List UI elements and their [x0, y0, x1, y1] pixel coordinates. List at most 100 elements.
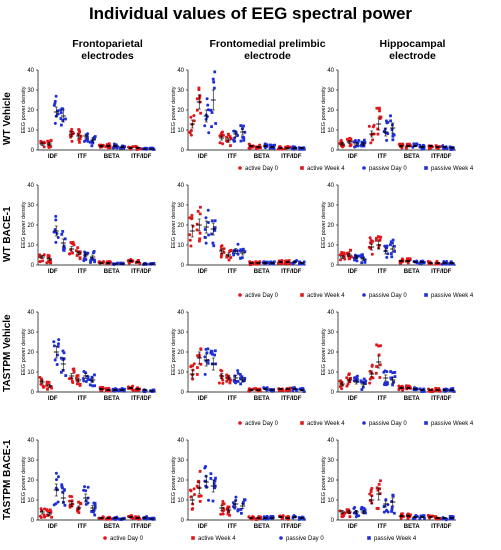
legend-marker	[362, 421, 366, 425]
data-point	[258, 260, 262, 264]
data-point	[138, 262, 142, 265]
data-point	[222, 247, 226, 251]
data-point	[68, 252, 72, 256]
data-point	[56, 344, 60, 348]
data-point	[50, 515, 53, 519]
y-tick-label: 30	[327, 88, 334, 94]
legend-label: active Day 0	[245, 293, 279, 299]
data-point	[353, 258, 357, 262]
data-point	[287, 259, 291, 262]
data-point	[385, 509, 389, 513]
data-point	[119, 146, 122, 150]
data-point	[384, 498, 388, 502]
data-point	[347, 373, 351, 376]
data-point	[449, 148, 453, 151]
data-point	[343, 257, 347, 261]
data-point	[379, 235, 383, 239]
y-axis-label: EEG power density	[321, 456, 327, 503]
x-category-label: IDF	[198, 524, 208, 530]
data-point	[229, 137, 233, 140]
data-point	[89, 261, 92, 264]
data-point	[227, 133, 230, 137]
data-point	[206, 108, 210, 112]
x-category-label: ITF	[78, 396, 87, 402]
data-point	[49, 510, 53, 514]
data-point	[50, 386, 53, 390]
data-point	[210, 232, 214, 236]
x-category-label: IDF	[348, 396, 358, 402]
data-point	[70, 139, 74, 143]
data-point	[272, 260, 276, 264]
data-point	[206, 208, 210, 212]
data-point	[354, 515, 358, 519]
x-category-label: IDF	[348, 269, 358, 275]
data-point	[188, 233, 192, 237]
data-point	[62, 351, 66, 355]
data-point	[210, 219, 214, 223]
data-point	[93, 373, 96, 377]
data-point	[222, 508, 226, 512]
x-category-label: IDF	[198, 154, 208, 160]
data-point	[54, 471, 58, 475]
data-point	[205, 351, 209, 355]
data-point	[382, 504, 386, 508]
legend-marker	[367, 536, 371, 540]
data-point	[420, 147, 424, 151]
x-category-label: BETA	[404, 396, 421, 402]
data-point	[198, 212, 202, 216]
data-point	[78, 250, 82, 254]
data-point	[198, 239, 201, 243]
data-point	[108, 517, 112, 521]
data-point	[134, 515, 137, 519]
data-point	[233, 139, 237, 143]
data-point	[152, 388, 155, 392]
data-point	[368, 498, 372, 502]
y-tick-label: 0	[181, 148, 185, 154]
data-point	[390, 128, 394, 132]
data-point	[383, 244, 387, 248]
x-category-label: BETA	[104, 396, 121, 402]
data-point	[92, 510, 95, 514]
y-tick-label: 0	[181, 518, 185, 524]
data-point	[411, 145, 415, 149]
data-point	[214, 476, 217, 480]
data-point	[76, 382, 79, 386]
legend-label: passive Day 0	[369, 421, 407, 427]
data-point	[54, 94, 58, 98]
data-point	[90, 375, 94, 379]
data-point	[268, 146, 272, 150]
y-tick-label: 30	[327, 203, 334, 209]
y-axis-label: EEG power density	[21, 456, 27, 503]
data-point	[55, 231, 59, 235]
data-point	[419, 514, 423, 518]
data-point	[195, 97, 199, 101]
data-point	[225, 255, 229, 259]
data-point	[355, 374, 359, 378]
data-point	[242, 124, 245, 128]
data-point	[369, 141, 373, 145]
legend-label: passive Day 0	[369, 293, 407, 299]
data-point	[263, 142, 267, 146]
y-tick-label: 40	[177, 438, 184, 444]
x-category-label: BETA	[104, 524, 121, 530]
legend-label: passive Week 4	[431, 293, 474, 299]
data-point	[378, 487, 382, 491]
data-point	[347, 139, 351, 143]
y-tick-label: 30	[27, 458, 34, 464]
data-point	[376, 132, 380, 136]
data-point	[406, 512, 410, 516]
data-point	[42, 140, 46, 144]
data-point	[92, 250, 96, 253]
data-point	[397, 384, 401, 388]
data-point	[449, 517, 453, 521]
column-title-line2: electrode	[389, 50, 436, 62]
data-point	[225, 507, 229, 511]
y-tick-label: 10	[27, 370, 34, 376]
data-point	[206, 361, 210, 365]
data-point	[81, 377, 85, 381]
data-point	[376, 127, 380, 131]
data-point	[217, 381, 221, 385]
data-point	[434, 517, 438, 521]
data-point	[197, 88, 201, 91]
data-point	[363, 141, 367, 144]
